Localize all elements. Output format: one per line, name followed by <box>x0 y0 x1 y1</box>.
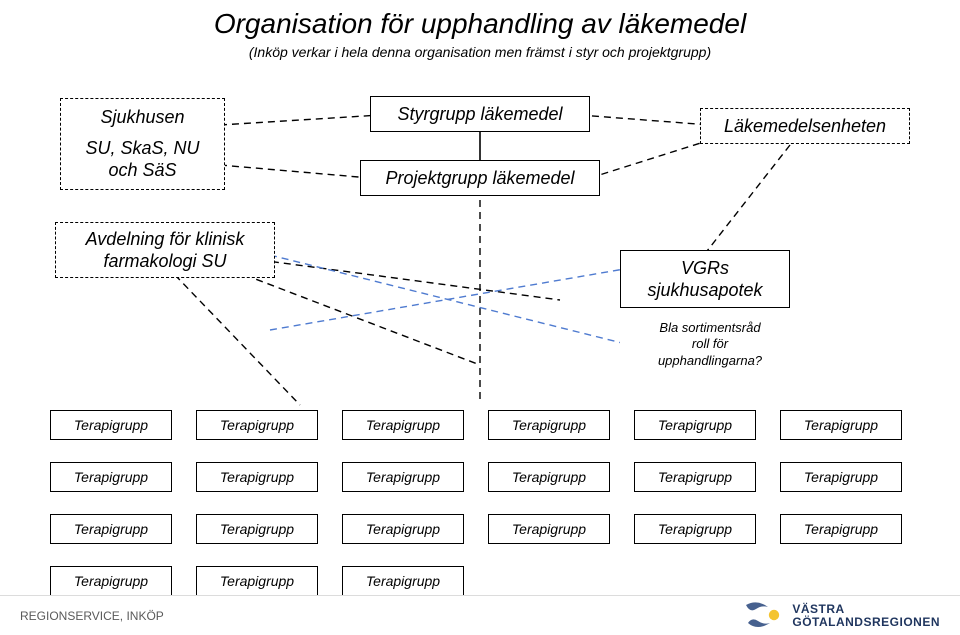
terapigrupp-box: Terapigrupp <box>50 514 172 544</box>
terapigrupp-row: Terapigrupp Terapigrupp Terapigrupp Terapig… <box>50 514 910 544</box>
terapigrupp-box: Terapigrupp <box>196 462 318 492</box>
terapigrupp-box: Terapigrupp <box>488 462 610 492</box>
box-avdelning-label: Avdelning för klinisk farmakologi SU <box>86 228 245 273</box>
box-lakemedelsenheten-label: Läkemedelsenheten <box>724 115 886 138</box>
box-projektgrupp-label: Projektgrupp läkemedel <box>385 167 574 190</box>
terapigrupp-row: Terapigrupp Terapigrupp Terapigrupp Terapig… <box>50 462 910 492</box>
terapigrupp-box: Terapigrupp <box>634 410 756 440</box>
box-styrgrupp: Styrgrupp läkemedel <box>370 96 590 132</box>
page-title: Organisation för upphandling av läkemede… <box>0 8 960 40</box>
footer-bar: REGIONSERVICE, INKÖP VÄSTRA GÖTALANDSREG… <box>0 595 960 635</box>
terapigrupp-box: Terapigrupp <box>488 514 610 544</box>
footer-right: VÄSTRA GÖTALANDSREGIONEN <box>742 601 940 631</box>
terapigrupp-box: Terapigrupp <box>342 514 464 544</box>
terapigrupp-box: Terapigrupp <box>196 566 318 596</box>
terapigrupp-box: Terapigrupp <box>634 462 756 492</box>
terapigrupp-box: Terapigrupp <box>50 566 172 596</box>
terapigrupp-box: Terapigrupp <box>342 566 464 596</box>
vgr-logo-icon <box>742 601 782 631</box>
box-vgrs-label: VGRs sjukhusapotek <box>647 257 762 302</box>
box-avdelning: Avdelning för klinisk farmakologi SU <box>55 222 275 278</box>
terapigrupp-box: Terapigrupp <box>780 514 902 544</box>
box-projektgrupp: Projektgrupp läkemedel <box>360 160 600 196</box>
terapigrupp-box: Terapigrupp <box>780 410 902 440</box>
box-sjukhusen-title: Sjukhusen <box>100 106 184 129</box>
terapigrupp-box: Terapigrupp <box>196 410 318 440</box>
note-sortimentsrad-text: Bla sortimentsråd roll för upphandlingar… <box>658 320 762 369</box>
terapigrupp-box: Terapigrupp <box>342 410 464 440</box>
terapigrupp-box: Terapigrupp <box>634 514 756 544</box>
terapigrupp-box: Terapigrupp <box>488 410 610 440</box>
terapigrupp-row: Terapigrupp Terapigrupp Terapigrupp <box>50 566 910 596</box>
page-subtitle: (Inköp verkar i hela denna organisation … <box>0 44 960 60</box>
box-lakemedelsenheten: Läkemedelsenheten <box>700 108 910 144</box>
footer-right-line1: VÄSTRA <box>792 603 940 616</box>
terapigrupp-box: Terapigrupp <box>780 462 902 492</box>
footer-left-text: REGIONSERVICE, INKÖP <box>20 609 164 623</box>
box-sjukhusen-sub: SU, SkaS, NU och SäS <box>85 137 199 182</box>
footer-right-line2: GÖTALANDSREGIONEN <box>792 616 940 629</box>
terapigrupp-row: Terapigrupp Terapigrupp Terapigrupp Terapig… <box>50 410 910 440</box>
terapigrupp-box: Terapigrupp <box>50 410 172 440</box>
terapigrupp-box: Terapigrupp <box>342 462 464 492</box>
terapigrupp-box: Terapigrupp <box>196 514 318 544</box>
note-sortimentsrad: Bla sortimentsråd roll för upphandlingar… <box>620 314 800 375</box>
box-sjukhusen: Sjukhusen SU, SkaS, NU och SäS <box>60 98 225 190</box>
box-vgrs: VGRs sjukhusapotek <box>620 250 790 308</box>
terapigrupp-box: Terapigrupp <box>50 462 172 492</box>
terapigrupp-grid: TerapigruppTerapigruppTerapigruppTerapig… <box>50 410 910 618</box>
box-styrgrupp-label: Styrgrupp läkemedel <box>397 103 562 126</box>
